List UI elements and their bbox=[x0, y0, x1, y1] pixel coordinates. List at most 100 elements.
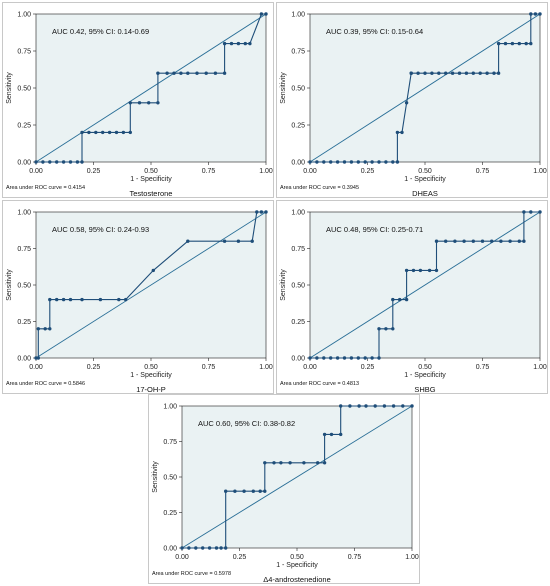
y-tick-label: 0.25 bbox=[163, 510, 177, 517]
roc-point bbox=[356, 356, 360, 360]
x-tick-label: 1.00 bbox=[405, 554, 419, 561]
roc-point bbox=[195, 71, 199, 75]
roc-point bbox=[68, 160, 73, 164]
roc-point bbox=[457, 71, 462, 75]
roc-point bbox=[492, 71, 496, 75]
y-tick-label: 0.75 bbox=[163, 439, 177, 446]
y-axis-label: Sensitivity bbox=[6, 72, 13, 104]
roc-point bbox=[423, 71, 427, 75]
roc-point bbox=[308, 356, 312, 360]
roc-point bbox=[41, 160, 45, 164]
roc-point bbox=[377, 356, 381, 360]
area-under-curve-label: Area under ROC curve = 0.3945 bbox=[280, 185, 359, 191]
roc-point bbox=[61, 160, 66, 164]
roc-point bbox=[391, 404, 396, 408]
roc-point bbox=[490, 239, 494, 243]
roc-point bbox=[349, 160, 354, 164]
roc-point bbox=[434, 239, 439, 243]
roc-point bbox=[335, 160, 340, 164]
roc-point bbox=[172, 71, 176, 75]
roc-point bbox=[251, 489, 255, 493]
y-axis-label: Sensitivity bbox=[6, 269, 13, 301]
roc-chart-svg: 0.00 0.25 0.50 0.75 1.00 0.00 0.25 0.50 0.75 1.00… bbox=[148, 394, 420, 584]
roc-chart-svg: 0.00 0.25 0.50 0.75 1.00 0.00 0.25 0.50 0.75 1.00… bbox=[2, 200, 274, 394]
roc-point bbox=[214, 546, 219, 550]
roc-point bbox=[480, 239, 485, 243]
roc-point bbox=[478, 71, 482, 75]
roc-point bbox=[517, 41, 521, 46]
roc-point bbox=[342, 160, 347, 164]
roc-point bbox=[128, 101, 132, 105]
roc-point bbox=[48, 160, 52, 164]
roc-point bbox=[335, 356, 340, 360]
y-tick-label: 1.00 bbox=[291, 11, 305, 18]
roc-point bbox=[533, 12, 538, 16]
roc-point bbox=[395, 160, 400, 164]
x-tick-label: 1.00 bbox=[533, 364, 547, 371]
roc-point bbox=[510, 41, 515, 46]
roc-point bbox=[391, 160, 395, 164]
reference-diagonal bbox=[35, 13, 267, 163]
roc-point bbox=[263, 461, 267, 465]
roc-point bbox=[68, 297, 73, 302]
roc-point bbox=[427, 268, 432, 273]
y-tick-label: 0.00 bbox=[17, 159, 31, 166]
x-tick-label: 0.50 bbox=[144, 364, 158, 371]
roc-point bbox=[224, 489, 228, 493]
x-tick-label: 0.00 bbox=[175, 554, 189, 561]
roc-point bbox=[117, 297, 121, 302]
roc-point bbox=[180, 546, 184, 550]
y-axis-label: Sensitivity bbox=[280, 269, 287, 301]
roc-point bbox=[272, 461, 276, 465]
roc-point bbox=[55, 297, 59, 302]
roc-point bbox=[464, 71, 469, 75]
x-tick-label: 0.00 bbox=[29, 168, 43, 175]
x-tick-label: 1.00 bbox=[259, 168, 273, 175]
y-tick-label: 0.50 bbox=[163, 474, 177, 481]
roc-point bbox=[357, 404, 361, 408]
roc-point bbox=[522, 210, 526, 214]
y-tick-label: 0.50 bbox=[17, 85, 31, 92]
roc-point bbox=[156, 101, 160, 105]
roc-panel-shbg: 0.00 0.25 0.50 0.75 1.00 0.00 0.25 0.50 0.75 1.00… bbox=[276, 200, 548, 394]
x-tick-label: 0.75 bbox=[476, 168, 490, 175]
roc-point bbox=[508, 239, 512, 243]
roc-point bbox=[430, 71, 434, 75]
y-tick-label: 0.00 bbox=[163, 545, 177, 552]
roc-point bbox=[370, 356, 374, 360]
area-under-curve-label: Area under ROC curve = 0.5978 bbox=[152, 571, 231, 577]
y-tick-label: 1.00 bbox=[163, 403, 177, 410]
roc-point bbox=[61, 297, 66, 302]
roc-point bbox=[204, 71, 208, 75]
roc-point bbox=[94, 130, 98, 135]
reference-diagonal bbox=[35, 211, 267, 359]
roc-point bbox=[156, 71, 160, 75]
x-axis-label: 1 - Specificity bbox=[130, 176, 172, 183]
x-tick-label: 0.75 bbox=[348, 554, 362, 561]
roc-point bbox=[411, 268, 416, 273]
roc-point bbox=[114, 130, 119, 135]
roc-point bbox=[322, 461, 327, 465]
roc-point bbox=[391, 327, 395, 331]
roc-point bbox=[243, 41, 247, 46]
roc-point bbox=[248, 41, 252, 46]
roc-point bbox=[43, 327, 47, 331]
roc-point bbox=[80, 160, 84, 164]
roc-point bbox=[75, 160, 80, 164]
roc-point bbox=[255, 210, 259, 214]
area-under-curve-label: Area under ROC curve = 0.4813 bbox=[280, 381, 359, 387]
roc-point bbox=[370, 160, 374, 164]
roc-point bbox=[48, 297, 52, 302]
roc-point bbox=[302, 461, 306, 465]
roc-point bbox=[48, 327, 52, 331]
y-tick-label: 0.50 bbox=[291, 85, 305, 92]
roc-point bbox=[258, 489, 262, 493]
roc-point bbox=[229, 41, 234, 46]
roc-panel-17-oh-p: 0.00 0.25 0.50 0.75 1.00 0.00 0.25 0.50 0.75 1.00… bbox=[2, 200, 274, 394]
roc-point bbox=[384, 327, 388, 331]
roc-point bbox=[404, 268, 409, 273]
roc-point bbox=[98, 297, 103, 302]
y-axis-label: Sensitivity bbox=[152, 461, 159, 493]
roc-point bbox=[137, 101, 142, 105]
area-under-curve-label: Area under ROC curve = 0.5846 bbox=[6, 381, 85, 387]
